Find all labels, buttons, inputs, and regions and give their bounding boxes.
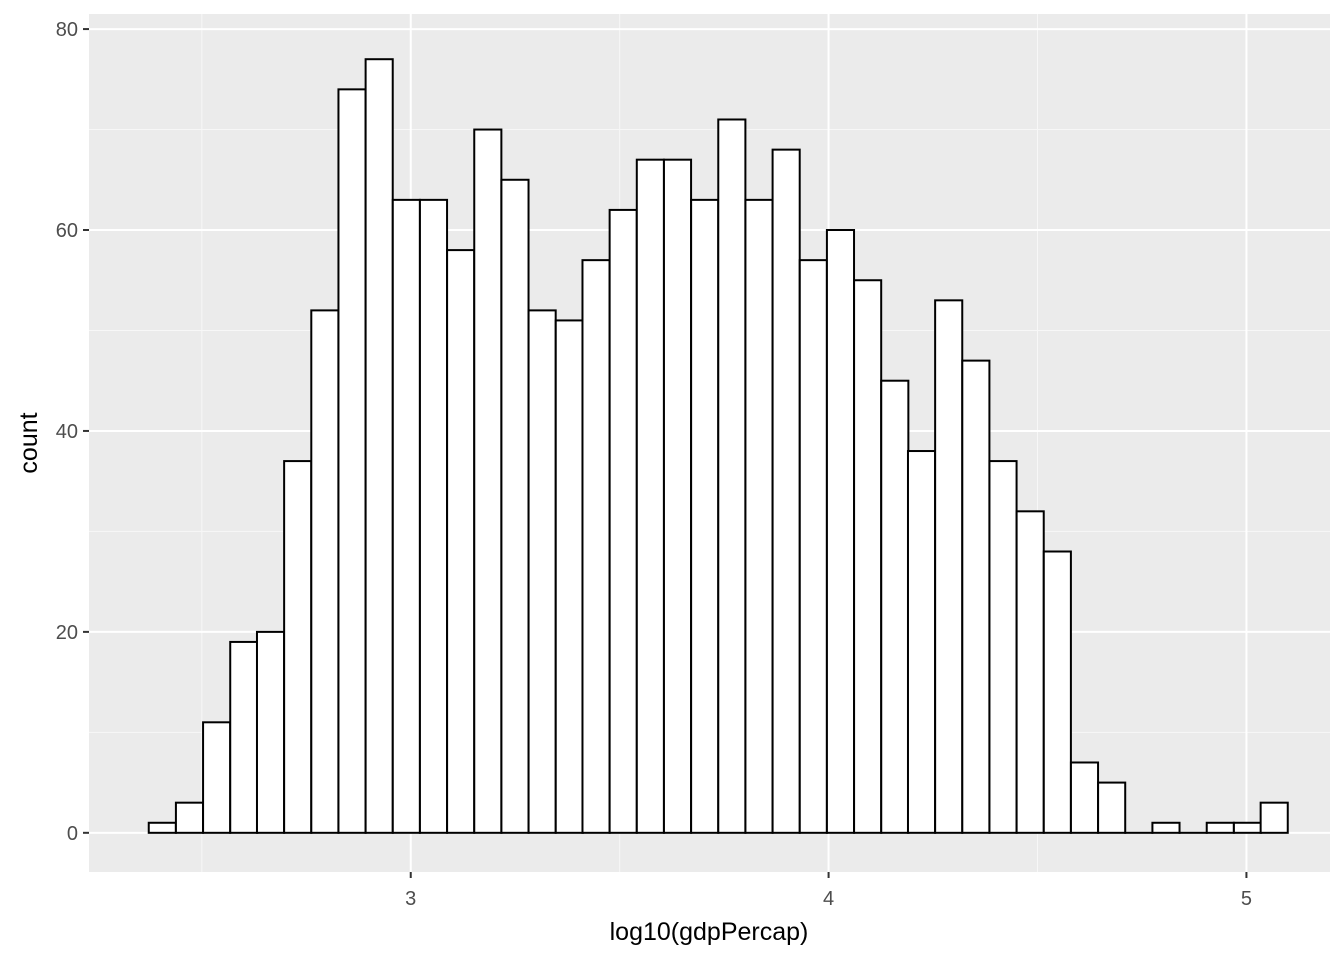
histogram-bar xyxy=(906,450,937,834)
histogram-bar xyxy=(229,640,259,834)
x-tick-label: 3 xyxy=(405,888,416,910)
histogram-bar xyxy=(662,158,693,834)
histogram-bar xyxy=(744,198,774,834)
x-tick-label: 5 xyxy=(1241,888,1252,910)
histogram-bar xyxy=(202,721,232,834)
x-tick-label: 4 xyxy=(823,888,834,910)
histogram-bar xyxy=(391,198,421,834)
histogram-bar xyxy=(961,359,991,834)
y-axis: 0 20 40 60 80 xyxy=(56,19,89,845)
y-tick-label: 40 xyxy=(56,421,78,443)
x-axis: 3 4 5 xyxy=(405,872,1252,910)
histogram-bar xyxy=(853,279,883,834)
histogram-bar xyxy=(1205,821,1235,834)
x-axis-title: log10(gdpPercap) xyxy=(610,918,809,946)
histogram-bar xyxy=(934,299,964,834)
bars xyxy=(147,58,1289,834)
histogram-bar xyxy=(1259,801,1289,834)
histogram-bar xyxy=(1097,781,1127,834)
histogram-bar xyxy=(880,379,910,834)
histogram-bar xyxy=(771,148,801,834)
y-axis-title: count xyxy=(15,412,43,473)
histogram-bar xyxy=(147,821,177,834)
histogram-bar xyxy=(364,58,394,834)
histogram-bar xyxy=(608,208,638,834)
histogram-bar xyxy=(174,801,205,834)
histogram-bar xyxy=(337,88,367,834)
histogram-bar xyxy=(554,319,584,834)
histogram-bar xyxy=(310,309,340,834)
histogram-bar xyxy=(500,178,530,834)
histogram-bar xyxy=(418,198,449,834)
histogram-bar xyxy=(825,229,856,834)
histogram-bar xyxy=(255,630,286,834)
histogram-bar xyxy=(798,259,828,834)
histogram-bar xyxy=(446,249,476,834)
histogram-bar xyxy=(1232,821,1263,834)
histogram-bar xyxy=(473,128,503,834)
histogram-bar xyxy=(1015,510,1045,834)
histogram-bar xyxy=(690,198,720,834)
y-tick-label: 0 xyxy=(67,823,78,845)
histogram-bar xyxy=(988,460,1018,834)
y-tick-label: 60 xyxy=(56,220,78,242)
histogram-bar xyxy=(527,309,557,834)
histogram-bar xyxy=(1042,550,1072,834)
histogram-bar xyxy=(1069,761,1100,834)
histogram-bar xyxy=(283,460,313,834)
y-tick-label: 80 xyxy=(56,19,78,41)
histogram-bar xyxy=(581,259,611,834)
histogram-bar xyxy=(635,158,665,834)
histogram-bar xyxy=(717,118,747,834)
histogram-bar xyxy=(1151,821,1181,834)
y-tick-label: 20 xyxy=(56,622,78,644)
